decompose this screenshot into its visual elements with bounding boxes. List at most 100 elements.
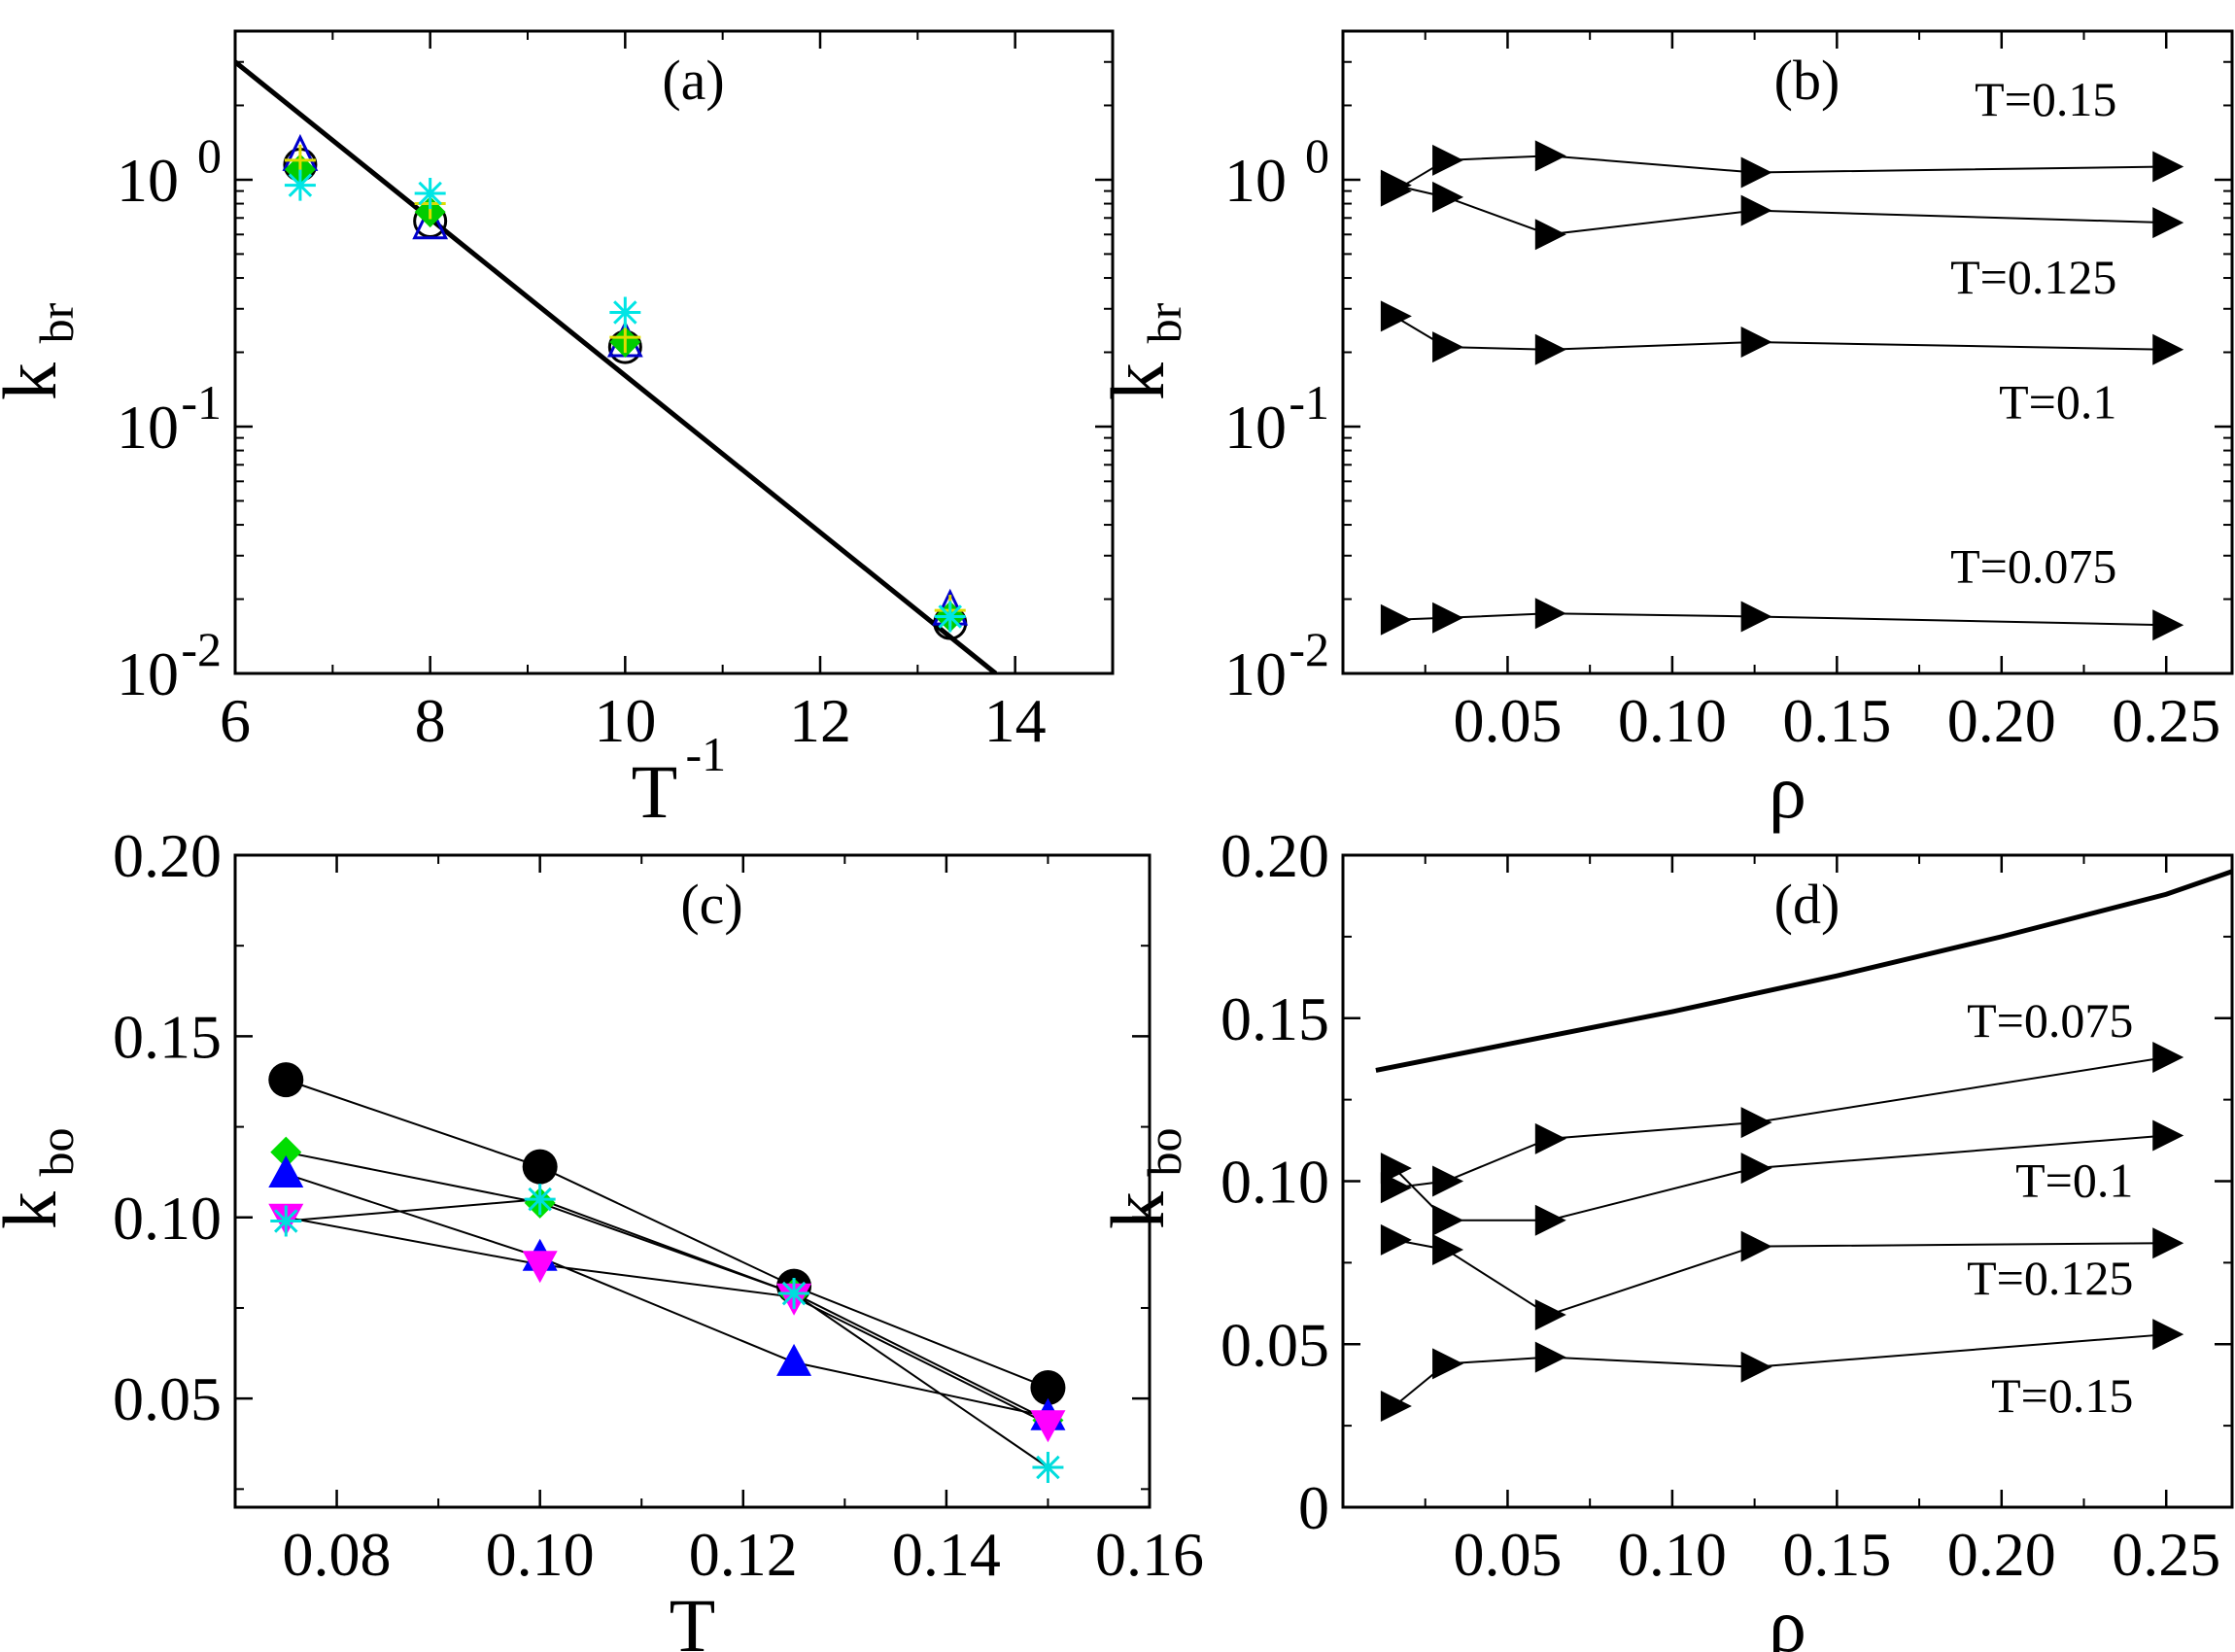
- y-tick-label: 0.10: [113, 1184, 222, 1253]
- x-tick-label: 0.25: [2112, 686, 2220, 755]
- y-tick-label: 0.10: [1221, 1148, 1329, 1217]
- x-axis-label: ρ: [1769, 1583, 1806, 1652]
- y-tick-exponent: -2: [1289, 622, 1329, 676]
- data-point: [1432, 1348, 1464, 1380]
- x-tick-label: 0.05: [1453, 1520, 1562, 1589]
- data-point: [1740, 601, 1772, 633]
- data-point: [1534, 219, 1566, 251]
- fit-line: [235, 59, 998, 673]
- series-annotation: T=0.125: [1967, 1251, 2133, 1305]
- y-tick-exponent: -1: [1289, 375, 1329, 430]
- data-point-star: [284, 169, 316, 201]
- x-tick-label: 0.10: [1618, 1520, 1727, 1589]
- x-tick-label: 0.10: [486, 1520, 595, 1589]
- series-line-circle: [285, 1079, 1049, 1389]
- data-point: [2152, 151, 2184, 183]
- panel-label: (a): [662, 49, 724, 112]
- plot-area: [268, 1062, 1066, 1483]
- y-tick-label: 0: [1298, 1473, 1329, 1542]
- theory-curve: [1375, 869, 2232, 1073]
- x-tick-label: 0.05: [1453, 686, 1562, 755]
- x-tick-label: 0.08: [283, 1520, 392, 1589]
- panel-label: (b): [1774, 49, 1840, 112]
- data-point: [1534, 333, 1566, 365]
- series-line-star: [286, 1198, 1049, 1468]
- y-tick-label: 10: [117, 146, 179, 215]
- x-axis-label: ρ: [1769, 749, 1806, 834]
- plot-frame: [233, 853, 1152, 1509]
- series-annotation: T=0.15: [1975, 72, 2116, 126]
- data-point: [1380, 603, 1412, 636]
- series-line: [1393, 184, 2167, 236]
- series-line: [1393, 612, 2167, 627]
- data-point: [1432, 602, 1464, 634]
- x-axis-label: T: [632, 749, 678, 834]
- data-point-star: [524, 1184, 556, 1216]
- data-point: [1740, 1230, 1772, 1262]
- data-point: [1740, 1107, 1772, 1139]
- data-point-star: [778, 1278, 810, 1310]
- data-point: [1432, 1233, 1464, 1265]
- series-line: [1393, 315, 2167, 351]
- x-tick-label: 14: [984, 686, 1047, 755]
- data-point: [1534, 1204, 1566, 1236]
- y-axis-label-group: k bo: [1095, 1128, 1191, 1230]
- series-line-diamond: [286, 1151, 1049, 1422]
- y-axis-label-group: k br: [1095, 302, 1191, 400]
- data-point-circle: [1030, 1369, 1066, 1405]
- data-point: [2152, 1042, 2184, 1074]
- data-point: [1740, 1351, 1772, 1383]
- series-annotation: T=0.075: [1967, 993, 2133, 1048]
- data-point-triangle: [412, 202, 449, 240]
- series-annotation: T=0.1: [1999, 374, 2116, 429]
- y-tick-label: 10: [1224, 639, 1287, 708]
- data-point: [1380, 1390, 1412, 1422]
- x-tick-label: 0.15: [1782, 1520, 1891, 1589]
- x-axis-label-sup: -1: [686, 727, 727, 781]
- x-tick-label: 0.14: [892, 1520, 1001, 1589]
- data-point: [1380, 1172, 1412, 1204]
- series-line-triangle-up: [285, 1173, 1049, 1418]
- plot-area: [1375, 869, 2232, 1422]
- y-tick-label: 0.20: [113, 821, 222, 890]
- y-tick-label: 10: [117, 393, 179, 462]
- data-point-star: [609, 296, 641, 328]
- data-point: [1380, 169, 1412, 201]
- y-tick-label: 0.15: [1221, 984, 1329, 1053]
- plot-area: [1380, 140, 2184, 641]
- data-point-star: [414, 178, 446, 210]
- y-axis-label: k: [1095, 362, 1180, 400]
- data-point-triangle-up: [268, 1155, 304, 1188]
- y-tick-exponent: 0: [197, 128, 222, 183]
- data-point: [1432, 331, 1464, 363]
- x-tick-label: 6: [220, 686, 251, 755]
- data-point: [2152, 1319, 2184, 1351]
- data-point: [2152, 1227, 2184, 1259]
- series-annotation: T=0.075: [1950, 538, 2116, 593]
- y-tick-label: 0.05: [1221, 1310, 1329, 1379]
- data-point: [1432, 181, 1464, 213]
- data-point: [1740, 194, 1772, 226]
- y-axis-label: k: [0, 362, 72, 400]
- data-point: [1534, 1122, 1566, 1154]
- data-point: [1380, 1223, 1412, 1256]
- data-point: [2152, 207, 2184, 239]
- y-axis-label-sub: bo: [29, 1128, 84, 1177]
- panel-label: (c): [680, 873, 742, 936]
- x-tick-label: 0.12: [689, 1520, 798, 1589]
- y-axis-label-group: k bo: [0, 1128, 84, 1230]
- panel-label: (d): [1774, 873, 1840, 936]
- data-point-star: [1032, 1451, 1064, 1483]
- panel-d: 0.05 0.10 0.15 0.20 0.25 0 0.05 0.10 0.15 0.20 ρ kb…: [1095, 821, 2234, 1652]
- x-tick-label: 8: [415, 686, 446, 755]
- data-point-triangle-down: [1030, 1410, 1066, 1443]
- x-tick-label: 0.20: [1947, 1520, 2056, 1589]
- plot-area: [235, 59, 998, 673]
- data-point: [1534, 1341, 1566, 1373]
- panel-c: 0.08 0.10 0.12 0.14 0.16 0.05 0.10 0.15 0.20 Tk bo…: [0, 821, 1204, 1652]
- x-tick-label: 0.16: [1095, 1520, 1204, 1589]
- data-point: [2152, 1119, 2184, 1152]
- data-point-star: [934, 601, 966, 633]
- x-axis-label: T: [670, 1583, 716, 1652]
